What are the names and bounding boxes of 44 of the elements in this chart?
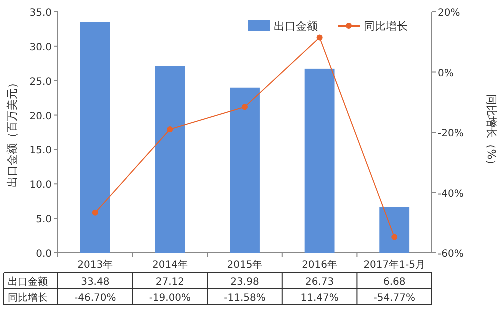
y-axis-title: 出口金额（百万美元）	[6, 78, 19, 188]
y2-tick-label: -40%	[438, 188, 464, 200]
x-tick-label: 2015年	[227, 259, 263, 271]
y2-tick-label: 0%	[438, 68, 454, 80]
data-label: 27.12	[156, 277, 185, 288]
point	[316, 34, 323, 41]
y-tick-label: 20.0	[30, 111, 52, 122]
y2-tick-label: -60%	[438, 249, 464, 260]
legend-label: 同比增长	[364, 20, 408, 33]
point	[92, 210, 98, 216]
x-tick-label: 2014年	[152, 259, 188, 271]
y2-tick-label: -20%	[438, 128, 464, 140]
y-tick-label: 25.0	[30, 76, 52, 88]
x-tick-label: 2017年1-5月	[364, 259, 426, 271]
y2-axis-title: 同比增长（%）	[485, 94, 498, 171]
data-label: -11.58%	[224, 293, 266, 304]
data-label: 33.48	[81, 277, 110, 288]
data-label: -46.70%	[74, 293, 116, 304]
data-label: 6.68	[383, 277, 406, 288]
bar	[304, 68, 335, 253]
y-tick-label: 10.0	[30, 180, 52, 192]
bar	[380, 207, 410, 253]
y-tick-label: 15.0	[30, 146, 52, 157]
y-tick-label: 5.0	[36, 214, 52, 226]
point	[167, 126, 174, 132]
data-label: -54.77%	[374, 293, 416, 304]
y-tick-label: 35.0	[30, 8, 52, 19]
data-label: -19.00%	[149, 293, 192, 304]
x-tick-label: 2013年	[78, 259, 114, 271]
y2-tick-label: 20%	[438, 8, 460, 19]
text: 同比增长	[8, 293, 48, 304]
bar	[230, 88, 260, 253]
y-tick-label: 30.0	[30, 42, 52, 54]
point	[392, 234, 398, 240]
text: 出口金额	[8, 277, 48, 288]
legend-label: 出口金额	[274, 20, 318, 33]
point	[242, 104, 248, 110]
x-tick-label: 2016年	[302, 259, 338, 271]
data-label: 11.47%	[300, 293, 339, 304]
data-label: 23.98	[230, 277, 260, 288]
bar	[155, 66, 186, 253]
bar	[80, 22, 110, 253]
y-tick-label: 0.0	[36, 249, 52, 260]
data-label: 26.73	[305, 277, 334, 288]
